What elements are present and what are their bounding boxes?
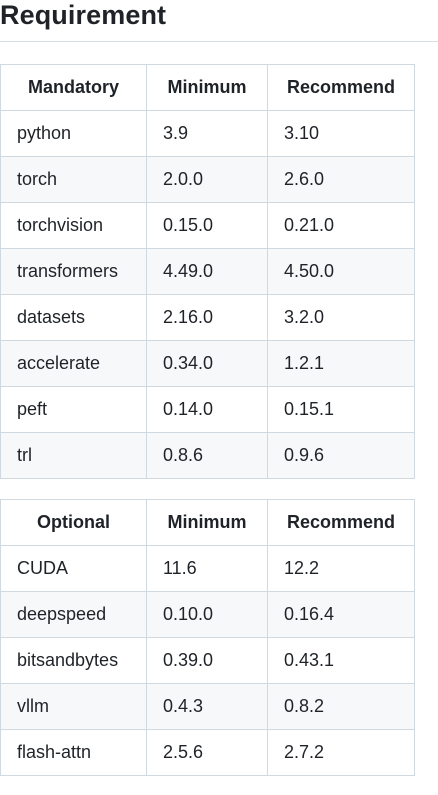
package-name-cell: torchvision: [0, 202, 147, 249]
column-header-recommend: Recommend: [267, 64, 415, 111]
minimum-version-cell: 2.0.0: [146, 156, 268, 203]
table-row: accelerate 0.34.0 1.2.1: [0, 340, 415, 387]
column-header-minimum: Minimum: [146, 64, 268, 111]
column-header-recommend: Recommend: [267, 499, 415, 546]
minimum-version-cell: 0.15.0: [146, 202, 268, 249]
package-name-cell: deepspeed: [0, 591, 147, 638]
column-header-mandatory: Mandatory: [0, 64, 147, 111]
minimum-version-cell: 0.8.6: [146, 432, 268, 479]
recommended-version-cell: 0.43.1: [267, 637, 415, 684]
minimum-version-cell: 4.49.0: [146, 248, 268, 295]
minimum-version-cell: 0.34.0: [146, 340, 268, 387]
section-heading: Requirement: [0, 0, 438, 42]
recommended-version-cell: 2.7.2: [267, 729, 415, 776]
minimum-version-cell: 2.5.6: [146, 729, 268, 776]
table-row: flash-attn 2.5.6 2.7.2: [0, 729, 415, 776]
recommended-version-cell: 0.9.6: [267, 432, 415, 479]
package-name-cell: transformers: [0, 248, 147, 295]
package-name-cell: accelerate: [0, 340, 147, 387]
recommended-version-cell: 4.50.0: [267, 248, 415, 295]
minimum-version-cell: 11.6: [146, 545, 268, 592]
table-row: trl 0.8.6 0.9.6: [0, 432, 415, 479]
table-header-row: Optional Minimum Recommend: [0, 499, 415, 546]
package-name-cell: vllm: [0, 683, 147, 730]
package-name-cell: trl: [0, 432, 147, 479]
minimum-version-cell: 3.9: [146, 110, 268, 157]
table-row: datasets 2.16.0 3.2.0: [0, 294, 415, 341]
package-name-cell: CUDA: [0, 545, 147, 592]
recommended-version-cell: 0.21.0: [267, 202, 415, 249]
package-name-cell: python: [0, 110, 147, 157]
table-row: torch 2.0.0 2.6.0: [0, 156, 415, 203]
mandatory-requirements-table: Mandatory Minimum Recommend python 3.9 3…: [0, 64, 415, 479]
package-name-cell: bitsandbytes: [0, 637, 147, 684]
minimum-version-cell: 2.16.0: [146, 294, 268, 341]
table-row: python 3.9 3.10: [0, 110, 415, 157]
table-row: torchvision 0.15.0 0.21.0: [0, 202, 415, 249]
package-name-cell: peft: [0, 386, 147, 433]
recommended-version-cell: 12.2: [267, 545, 415, 592]
package-name-cell: datasets: [0, 294, 147, 341]
table-row: vllm 0.4.3 0.8.2: [0, 683, 415, 730]
minimum-version-cell: 0.39.0: [146, 637, 268, 684]
minimum-version-cell: 0.14.0: [146, 386, 268, 433]
page-title: Requirement: [0, 0, 167, 30]
table-header-row: Mandatory Minimum Recommend: [0, 64, 415, 111]
recommended-version-cell: 0.16.4: [267, 591, 415, 638]
recommended-version-cell: 0.8.2: [267, 683, 415, 730]
recommended-version-cell: 3.2.0: [267, 294, 415, 341]
table-row: transformers 4.49.0 4.50.0: [0, 248, 415, 295]
optional-requirements-table: Optional Minimum Recommend CUDA 11.6 12.…: [0, 499, 415, 776]
minimum-version-cell: 0.10.0: [146, 591, 268, 638]
column-header-optional: Optional: [0, 499, 147, 546]
recommended-version-cell: 3.10: [267, 110, 415, 157]
table-row: bitsandbytes 0.39.0 0.43.1: [0, 637, 415, 684]
package-name-cell: flash-attn: [0, 729, 147, 776]
table-row: deepspeed 0.10.0 0.16.4: [0, 591, 415, 638]
column-header-minimum: Minimum: [146, 499, 268, 546]
table-row: CUDA 11.6 12.2: [0, 545, 415, 592]
recommended-version-cell: 2.6.0: [267, 156, 415, 203]
minimum-version-cell: 0.4.3: [146, 683, 268, 730]
recommended-version-cell: 0.15.1: [267, 386, 415, 433]
recommended-version-cell: 1.2.1: [267, 340, 415, 387]
table-row: peft 0.14.0 0.15.1: [0, 386, 415, 433]
package-name-cell: torch: [0, 156, 147, 203]
